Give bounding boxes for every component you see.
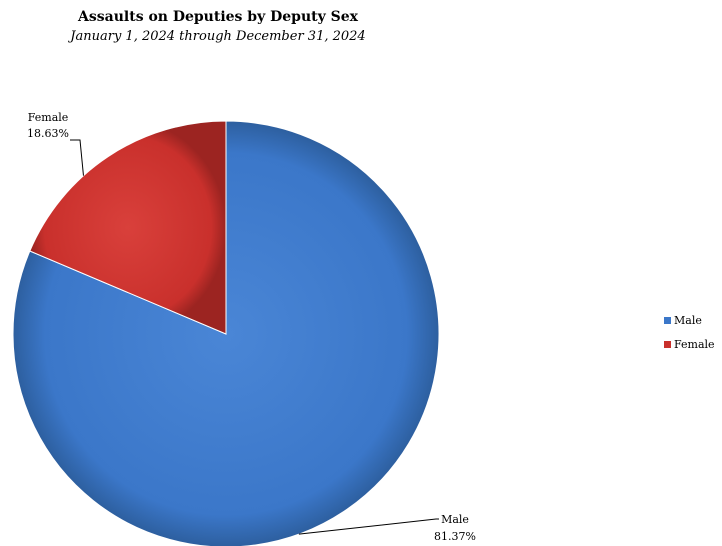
- leader-line-male: [298, 518, 439, 535]
- leader-line-female: [70, 139, 84, 176]
- legend-item-female: Female: [664, 336, 715, 352]
- slice-label-female: Female: [28, 111, 69, 124]
- legend-item-male: Male: [664, 312, 715, 328]
- pie-slice-female: [29, 120, 227, 335]
- legend-swatch-male: [664, 316, 671, 324]
- legend-swatch-female: [664, 340, 671, 348]
- legend-label-female: Female: [674, 337, 715, 351]
- slice-percent-female: 18.63%: [27, 127, 69, 140]
- chart-legend: Male Female: [664, 312, 715, 360]
- chart-subtitle: January 1, 2024 through December 31, 202…: [70, 29, 366, 44]
- pie-slice-male: [12, 120, 440, 546]
- chart-title: Assaults on Deputies by Deputy Sex: [78, 9, 358, 25]
- slice-label-male: Male: [441, 513, 469, 526]
- legend-label-male: Male: [674, 313, 702, 327]
- slice-percent-male: 81.37%: [434, 530, 476, 543]
